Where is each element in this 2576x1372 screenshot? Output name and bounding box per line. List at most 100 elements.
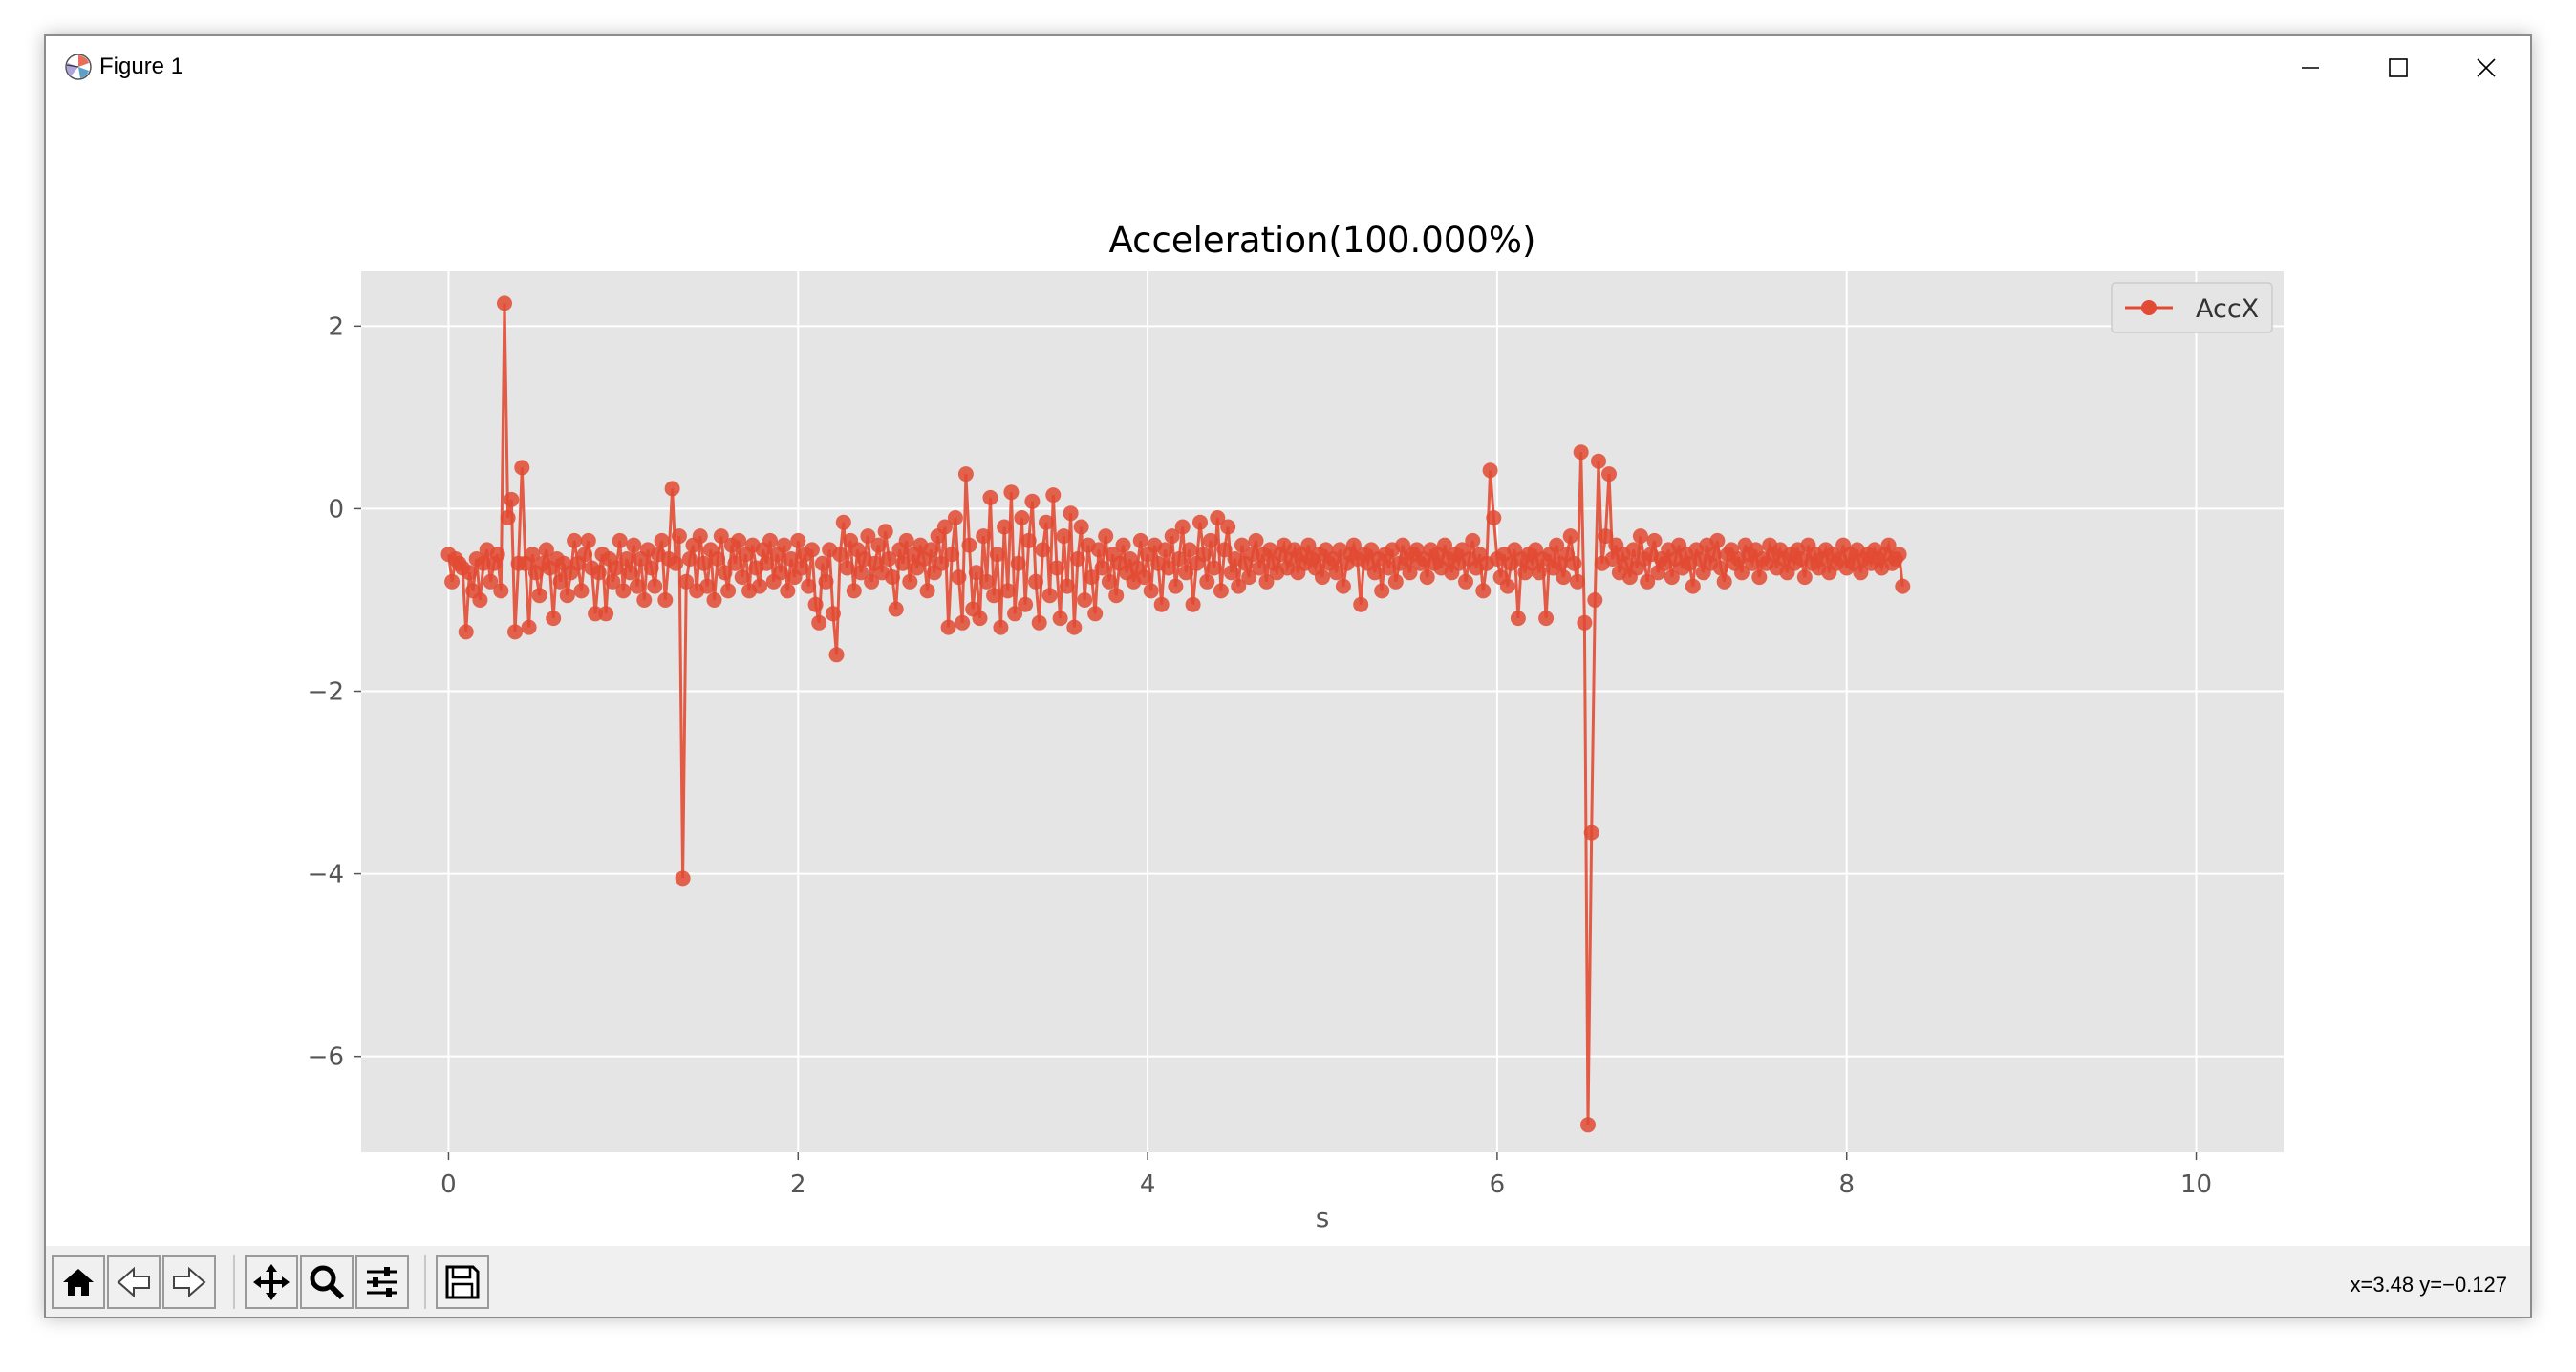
- minimize-button[interactable]: [2266, 36, 2354, 99]
- data-point: [1573, 444, 1589, 461]
- data-point: [458, 624, 474, 640]
- data-point: [1084, 569, 1100, 586]
- zoom-button[interactable]: [300, 1255, 354, 1309]
- grid-lines: [361, 271, 2284, 1152]
- data-point: [1570, 573, 1585, 590]
- data-point: [853, 565, 869, 581]
- data-point: [696, 555, 712, 571]
- data-point: [1664, 569, 1680, 586]
- data-point: [706, 592, 722, 608]
- data-point: [699, 578, 716, 594]
- data-point: [710, 551, 726, 567]
- magnifier-icon: [310, 1265, 345, 1300]
- data-point: [1300, 537, 1317, 553]
- data-point: [1164, 528, 1180, 545]
- data-point: [472, 592, 488, 608]
- data-point: [790, 532, 806, 548]
- data-point: [1010, 555, 1026, 571]
- figure-canvas[interactable]: 0 2 4 6 8 10 2 0 −2 −4 −6 Acceleration(100.000%) s…: [46, 99, 2530, 1280]
- data-point: [580, 532, 596, 548]
- data-point: [1063, 505, 1079, 522]
- data-point: [559, 588, 575, 604]
- data-point: [1374, 583, 1390, 599]
- data-point: [1880, 537, 1897, 553]
- data-point: [773, 565, 788, 581]
- data-point: [978, 573, 995, 590]
- data-point: [643, 560, 659, 576]
- data-point: [1132, 532, 1148, 548]
- navigation-toolbar: x=3.48 y=−0.127: [46, 1246, 2530, 1317]
- data-point: [552, 573, 569, 590]
- data-point: [999, 583, 1016, 599]
- data-point: [1090, 542, 1106, 558]
- data-point: [1241, 569, 1257, 586]
- matplotlib-icon: [65, 54, 92, 80]
- data-point: [885, 569, 900, 586]
- configure-subplots-button[interactable]: [355, 1255, 409, 1309]
- data-point: [1174, 519, 1191, 535]
- data-point: [654, 532, 670, 548]
- data-point: [1402, 565, 1418, 581]
- data-point: [1895, 578, 1911, 594]
- data-point: [1419, 569, 1435, 586]
- save-button[interactable]: [436, 1255, 489, 1309]
- data-point: [444, 573, 461, 590]
- data-point: [1056, 528, 1072, 545]
- data-point: [955, 614, 971, 631]
- data-point: [1073, 519, 1089, 535]
- data-point: [1094, 560, 1110, 576]
- data-point: [986, 588, 1002, 604]
- data-point: [531, 588, 547, 604]
- data-point: [807, 596, 824, 612]
- data-point: [734, 569, 750, 586]
- data-point: [497, 295, 512, 311]
- data-point: [681, 551, 698, 567]
- data-point: [1171, 551, 1187, 567]
- maximize-button[interactable]: [2354, 36, 2442, 99]
- data-point: [881, 551, 897, 567]
- data-point: [864, 573, 880, 590]
- data-point: [811, 614, 827, 631]
- data-point: [1601, 466, 1617, 482]
- data-point: [818, 573, 834, 590]
- data-point: [1640, 573, 1656, 590]
- y-tick-label: 0: [328, 495, 344, 524]
- forward-button[interactable]: [162, 1255, 216, 1309]
- home-button[interactable]: [52, 1255, 105, 1309]
- data-point: [1098, 528, 1114, 545]
- data-point: [525, 547, 541, 563]
- data-point: [1178, 565, 1194, 581]
- x-tick-label: 0: [440, 1170, 457, 1199]
- window-title: Figure 1: [99, 54, 184, 79]
- close-button[interactable]: [2442, 36, 2530, 99]
- data-point: [1577, 614, 1593, 631]
- data-point: [664, 481, 680, 497]
- move-icon: [253, 1264, 290, 1300]
- data-point: [1751, 569, 1768, 586]
- data-point: [957, 466, 974, 482]
- title-bar[interactable]: Figure 1: [46, 36, 2530, 99]
- data-point: [968, 565, 984, 581]
- data-point: [1024, 493, 1041, 509]
- data-point: [919, 583, 935, 599]
- data-point: [1315, 569, 1330, 586]
- data-point: [1252, 560, 1268, 576]
- data-point: [692, 528, 708, 545]
- y-tick-label: −6: [308, 1043, 344, 1072]
- pan-button[interactable]: [245, 1255, 298, 1309]
- data-point: [521, 619, 537, 635]
- back-button[interactable]: [107, 1255, 161, 1309]
- data-point: [936, 519, 953, 535]
- data-point: [804, 542, 820, 558]
- data-point: [1202, 532, 1218, 548]
- data-point: [588, 606, 604, 622]
- chart[interactable]: 0 2 4 6 8 10 2 0 −2 −4 −6 Acceleration(100.000%) s…: [46, 99, 2530, 1246]
- data-point: [1591, 453, 1606, 469]
- data-point: [609, 560, 624, 576]
- data-point: [776, 537, 792, 553]
- data-point: [934, 555, 950, 571]
- data-point: [1328, 565, 1344, 581]
- data-point: [1087, 606, 1104, 622]
- x-tick-label: 2: [790, 1170, 806, 1199]
- data-point: [801, 578, 817, 594]
